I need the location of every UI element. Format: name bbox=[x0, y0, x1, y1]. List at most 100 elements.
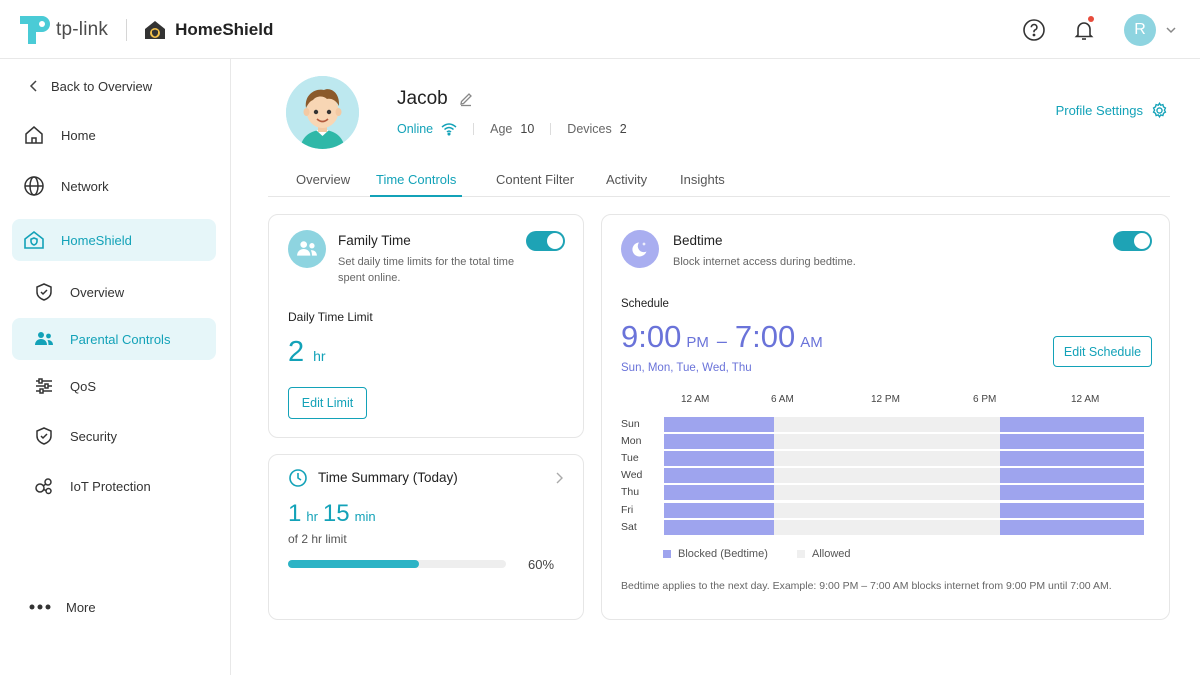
tab-insights[interactable]: Insights bbox=[680, 172, 725, 187]
time-progress-percent: 60% bbox=[528, 557, 555, 572]
help-icon bbox=[1023, 19, 1045, 41]
blocked-segment-morning bbox=[664, 485, 774, 501]
family-time-badge bbox=[288, 230, 326, 268]
day-label: Mon bbox=[621, 435, 642, 448]
hour-label: 12 AM bbox=[681, 394, 710, 405]
time-progress-fill bbox=[288, 560, 419, 568]
tab-activity[interactable]: Activity bbox=[606, 172, 648, 187]
sidebar-item-label: Home bbox=[61, 127, 96, 143]
day-label: Tue bbox=[621, 452, 639, 465]
bedtime-description: Block internet access during bedtime. bbox=[673, 256, 856, 268]
meta-divider bbox=[473, 123, 475, 135]
bedtime-days: Sun, Mon, Tue, Wed, Thu bbox=[621, 362, 752, 374]
people-icon bbox=[32, 327, 56, 351]
hour-label: 12 PM bbox=[871, 394, 900, 405]
homeshield-icon bbox=[22, 228, 46, 252]
bedtime-end-ampm: AM bbox=[800, 334, 823, 351]
blocked-segment-morning bbox=[664, 451, 774, 467]
sidebar-item-overview[interactable]: Overview bbox=[12, 271, 216, 313]
sidebar-item-parental-controls[interactable]: Parental Controls bbox=[12, 318, 216, 360]
sidebar-item-more[interactable]: More bbox=[12, 586, 216, 628]
sidebar-item-security[interactable]: Security bbox=[12, 415, 216, 457]
top-bar: tp-link HomeShield R bbox=[0, 0, 1200, 59]
profile-tabs: Overview Time Controls Content Filter Ac… bbox=[268, 166, 1170, 197]
devices-label: Devices bbox=[567, 122, 612, 136]
brand[interactable]: tp-link HomeShield bbox=[18, 12, 273, 48]
bedtime-start-ampm: PM bbox=[686, 334, 709, 351]
child-avatar-icon bbox=[286, 76, 359, 149]
sidebar-item-qos[interactable]: QoS bbox=[12, 365, 216, 407]
schedule-label: Schedule bbox=[621, 298, 669, 310]
chevron-right-icon[interactable] bbox=[553, 471, 565, 485]
user-avatar[interactable]: R bbox=[1124, 14, 1156, 46]
bedtime-title: Bedtime bbox=[673, 233, 723, 248]
shield-icon bbox=[32, 424, 56, 448]
sidebar-item-network[interactable]: Network bbox=[12, 165, 216, 207]
blocked-segment-morning bbox=[664, 417, 774, 432]
time-used-hours-unit: hr bbox=[306, 509, 318, 524]
sidebar-item-label: HomeShield bbox=[61, 232, 132, 248]
sidebar-item-label: Security bbox=[70, 428, 117, 444]
family-icon bbox=[297, 241, 317, 256]
legend-blocked-swatch bbox=[663, 550, 671, 558]
edit-schedule-button[interactable]: Edit Schedule bbox=[1053, 336, 1152, 367]
devices-value: 2 bbox=[619, 122, 627, 136]
profile-name: Jacob bbox=[397, 88, 474, 110]
bedtime-range: 9:00 PM – 7:00 AM bbox=[621, 319, 823, 355]
daily-limit-label: Daily Time Limit bbox=[288, 310, 373, 324]
bedtime-note: Bedtime applies to the next day. Example… bbox=[621, 580, 1112, 592]
blocked-segment-evening bbox=[1000, 434, 1144, 450]
sidebar-item-label: Overview bbox=[70, 284, 125, 300]
tab-content-filter[interactable]: Content Filter bbox=[496, 172, 575, 187]
daily-limit-unit: hr bbox=[313, 348, 326, 364]
blocked-segment-evening bbox=[1000, 417, 1144, 432]
bedtime-range-dash: – bbox=[716, 331, 727, 351]
help-button[interactable] bbox=[1016, 12, 1052, 48]
edit-name-button[interactable] bbox=[458, 91, 474, 107]
meta-divider bbox=[550, 123, 552, 135]
day-label: Sun bbox=[621, 418, 640, 430]
bedtime-toggle[interactable] bbox=[1113, 231, 1152, 251]
blocked-segment-evening bbox=[1000, 468, 1144, 484]
sliders-icon bbox=[32, 374, 56, 398]
profile-settings-link[interactable]: Profile Settings bbox=[1056, 102, 1168, 119]
back-to-overview-link[interactable]: Back to Overview bbox=[12, 65, 216, 107]
back-label: Back to Overview bbox=[51, 78, 153, 94]
gear-icon bbox=[1151, 102, 1168, 119]
blocked-segment-evening bbox=[1000, 502, 1144, 518]
globe-icon bbox=[22, 174, 46, 198]
bell-icon bbox=[1074, 22, 1094, 40]
day-label: Fri bbox=[621, 503, 634, 516]
edit-limit-button[interactable]: Edit Limit bbox=[288, 387, 367, 419]
sidebar-item-homeshield[interactable]: HomeShield bbox=[12, 219, 216, 261]
time-summary-title: Time Summary (Today) bbox=[318, 470, 458, 485]
homeshield-logo-icon bbox=[145, 21, 166, 39]
legend-allowed-label: Allowed bbox=[812, 548, 851, 560]
homeshield-logo-text: HomeShield bbox=[175, 20, 274, 39]
hour-label: 6 PM bbox=[973, 394, 997, 405]
blocked-segment-morning bbox=[664, 519, 774, 535]
blocked-segment-evening bbox=[1000, 485, 1144, 501]
time-used-hours: 1 bbox=[288, 500, 302, 527]
family-time-toggle[interactable] bbox=[526, 231, 565, 251]
header-actions: R bbox=[1002, 12, 1178, 48]
clock-icon bbox=[289, 469, 307, 487]
time-summary-card[interactable] bbox=[268, 454, 584, 620]
tab-time-controls[interactable]: Time Controls bbox=[370, 172, 463, 197]
notification-dot bbox=[1088, 16, 1094, 22]
day-label: Wed bbox=[621, 469, 643, 482]
profile-name-text: Jacob bbox=[397, 88, 448, 109]
iot-icon bbox=[32, 474, 56, 498]
time-used-value: 1 hr 15 min bbox=[288, 500, 376, 528]
brand-divider bbox=[126, 19, 128, 41]
notifications-button[interactable] bbox=[1066, 12, 1102, 48]
tab-overview[interactable]: Overview bbox=[296, 172, 351, 187]
blocked-segment-morning bbox=[664, 434, 774, 450]
chevron-down-icon[interactable] bbox=[1164, 23, 1178, 37]
sidebar-item-label: Parental Controls bbox=[70, 331, 171, 347]
daily-limit-number: 2 bbox=[288, 336, 305, 368]
sidebar-item-home[interactable]: Home bbox=[12, 114, 216, 156]
sidebar-item-iot-protection[interactable]: IoT Protection bbox=[12, 465, 216, 507]
pencil-icon bbox=[459, 93, 472, 107]
age-value: 10 bbox=[520, 122, 535, 136]
